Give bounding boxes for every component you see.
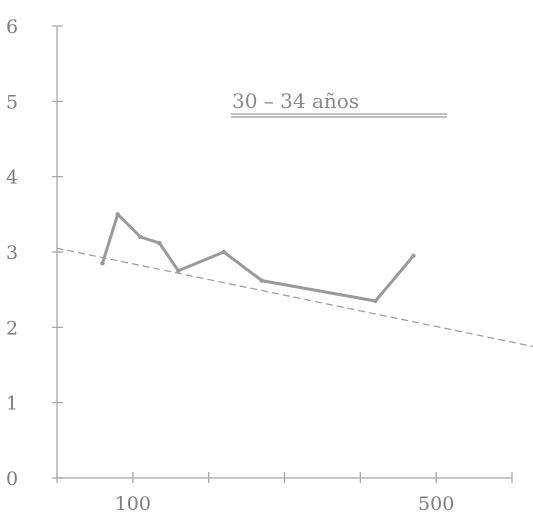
x-tick-label: 500 [418,493,454,515]
trend-line [56,247,533,348]
data-point [100,261,105,266]
data-point [373,298,378,304]
data-point [411,253,416,258]
data-point [115,212,120,217]
data-point [157,240,162,246]
data-line [101,212,415,303]
chart-labels: 0 1 2 3 4 5 6 100 500 30 – 34 años [6,16,454,515]
y-tick-label: 6 [6,16,18,38]
data-point [176,268,181,274]
y-tick-label: 1 [6,393,18,415]
y-tick-label: 0 [6,468,18,490]
data-point [259,278,264,283]
y-tick-label: 3 [6,242,18,264]
x-tick-label: 100 [115,493,151,515]
y-tick-label: 5 [6,91,18,113]
y-tick-label: 4 [6,167,18,189]
chart-axes [52,25,513,483]
chart-annotation: 30 – 34 años [232,89,359,113]
chart-series [56,212,533,348]
data-point [138,234,143,240]
y-tick-label: 2 [6,317,18,339]
data-point [221,249,227,255]
